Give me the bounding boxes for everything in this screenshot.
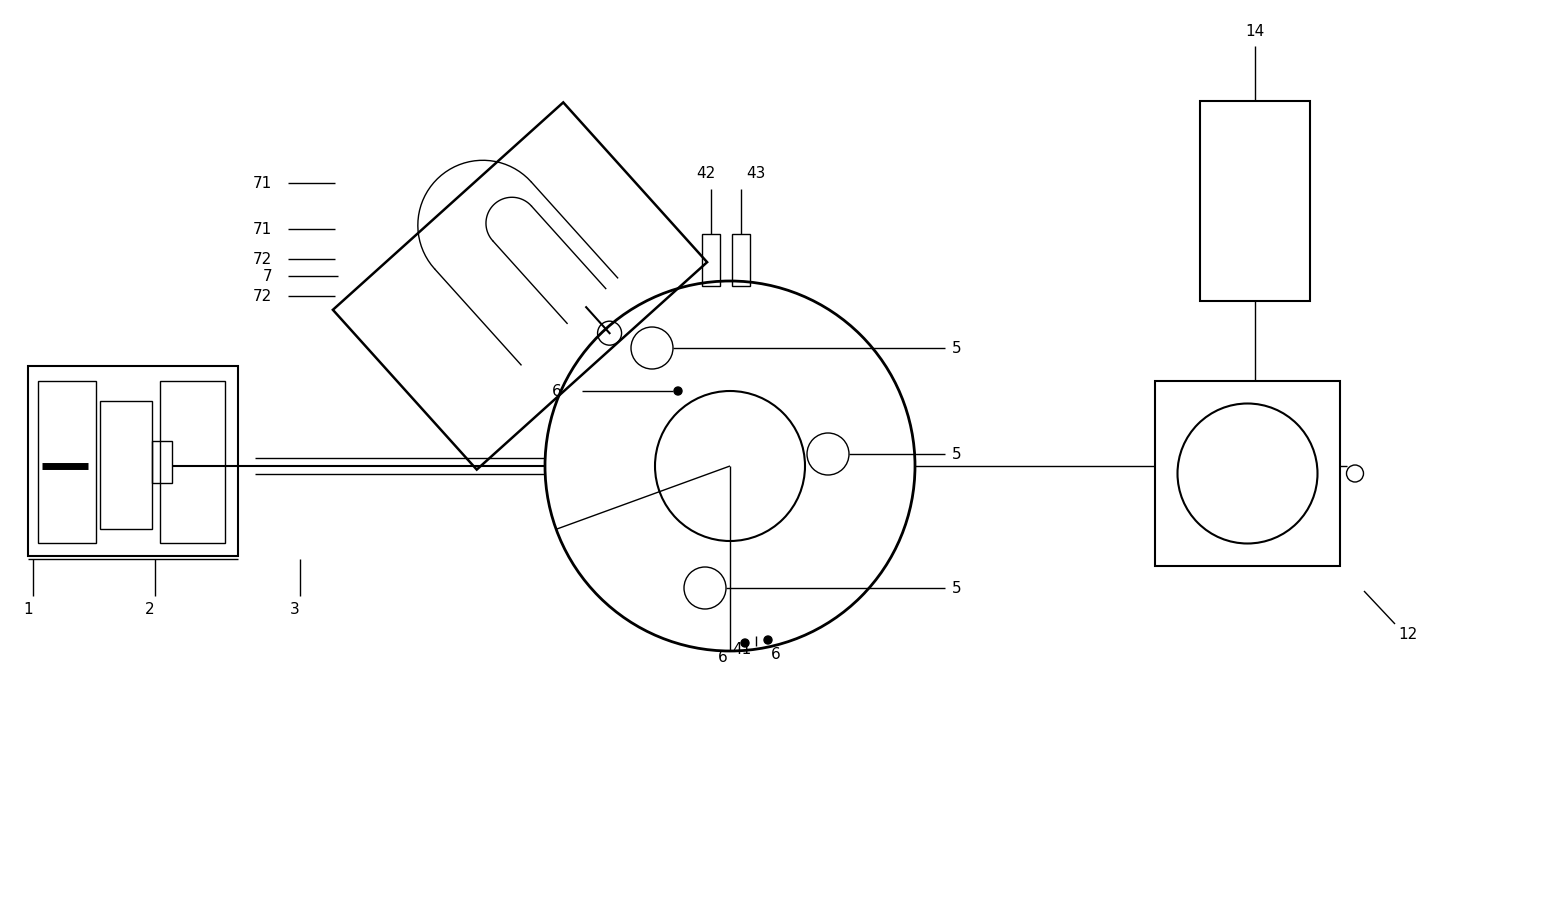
Bar	[101, 401, 152, 529]
Bar	[1156, 381, 1340, 566]
Text: 5: 5	[953, 447, 962, 461]
Text: 2: 2	[146, 601, 155, 616]
Bar	[28, 366, 239, 556]
Text: 43: 43	[747, 167, 765, 181]
Circle shape	[740, 639, 750, 647]
Text: 6: 6	[719, 649, 728, 664]
Bar	[1200, 101, 1310, 301]
Text: 71: 71	[252, 176, 273, 191]
Text: 71: 71	[252, 221, 273, 237]
Text: 3: 3	[290, 601, 301, 616]
Bar	[152, 441, 172, 483]
Text: 7: 7	[262, 269, 273, 284]
Text: 42: 42	[697, 167, 716, 181]
Text: 41: 41	[733, 642, 751, 657]
Text: 5: 5	[953, 580, 962, 596]
Text: 6: 6	[771, 647, 781, 661]
Bar	[733, 234, 750, 286]
Bar	[160, 381, 225, 543]
Circle shape	[674, 387, 682, 395]
Circle shape	[764, 636, 771, 644]
Bar	[39, 381, 96, 543]
Text: 5: 5	[953, 341, 962, 356]
Text: 12: 12	[1399, 626, 1417, 642]
Text: 1: 1	[23, 601, 33, 616]
Text: 14: 14	[1245, 24, 1264, 39]
Bar	[702, 234, 720, 286]
Text: 72: 72	[252, 251, 273, 266]
Text: 72: 72	[252, 288, 273, 304]
Text: 6: 6	[553, 383, 562, 399]
